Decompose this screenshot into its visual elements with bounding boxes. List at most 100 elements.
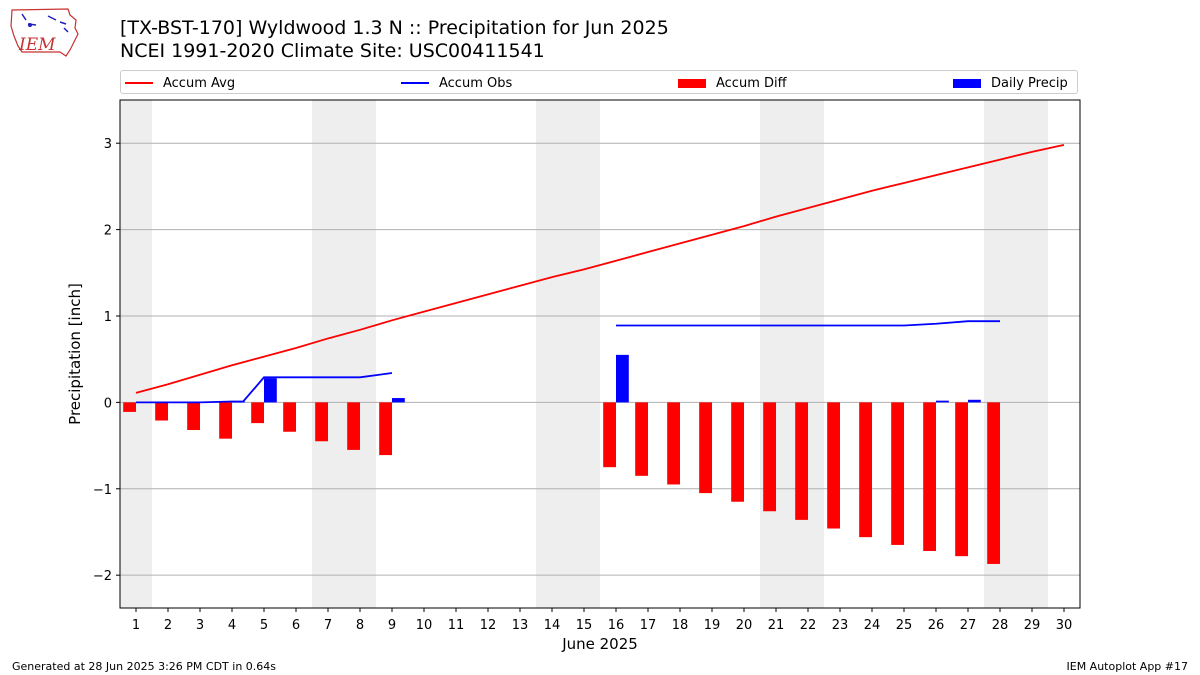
x-tick-label-2: 2 [164, 618, 172, 633]
legend-label-accum-avg: Accum Avg [163, 75, 236, 91]
generated-timestamp: Generated at 28 Jun 2025 3:26 PM CDT in … [12, 660, 277, 673]
x-tick-label-10: 10 [416, 618, 433, 633]
accum-diff-bar-day-27 [955, 402, 968, 557]
x-tick-label-19: 19 [704, 618, 721, 633]
accum-diff-bar-day-1 [123, 402, 136, 412]
x-tick-label-26: 26 [928, 618, 945, 633]
daily-precip-bar-day-16 [616, 354, 629, 403]
accum-diff-bar-day-4 [219, 402, 232, 439]
accum-diff-bar-day-3 [187, 402, 200, 431]
y-tick-label-2: 0 [104, 396, 112, 411]
x-tick-label-25: 25 [896, 618, 913, 633]
plot-frame [119, 99, 1081, 609]
chart-title: [TX-BST-170] Wyldwood 1.3 N :: Precipita… [120, 17, 669, 39]
y-tick-label-0: −2 [93, 569, 112, 584]
daily-precip-bar-day-9 [392, 398, 405, 403]
weekend-shade-day-22 [792, 100, 824, 608]
y-tick-label-4: 2 [104, 224, 112, 239]
x-tick-label-20: 20 [736, 618, 753, 633]
accum-diff-bar-day-5 [251, 402, 264, 424]
legend-label-accum-diff: Accum Diff [716, 75, 787, 91]
x-tick-label-16: 16 [608, 618, 625, 633]
y-tick-label-1: −1 [93, 483, 112, 498]
x-tick-label-12: 12 [480, 618, 497, 633]
x-tick-label-11: 11 [448, 618, 465, 633]
iowa-outline-icon [10, 8, 79, 57]
accum-diff-bars [123, 402, 1000, 564]
weekend-shade-day-7 [312, 100, 344, 608]
weekend-shade-day-8 [344, 100, 376, 608]
accum-diff-bar-day-20 [731, 402, 744, 502]
weekend-shading [120, 100, 1048, 608]
station-dot-icon [28, 23, 32, 27]
weekend-shade-day-1 [120, 100, 152, 608]
x-axis-label: June 2025 [561, 635, 638, 653]
legend-item-accum-obs: Accum Obs [401, 74, 512, 92]
iem-logo: IEM [10, 8, 79, 57]
accum-diff-bar-day-25 [891, 402, 904, 545]
legend-label-daily-precip: Daily Precip [991, 75, 1068, 91]
x-tick-label-4: 4 [228, 618, 236, 633]
legend-item-accum-avg: Accum Avg [125, 74, 235, 92]
x-axis: 1 2 3 4 5 6 7 8 9 10 11 12 13 14 15 16 17 18 19 20 21 22 23 24 2… [132, 608, 1072, 633]
x-tick-label-21: 21 [768, 618, 785, 633]
y-tick-label-3: 1 [104, 310, 112, 325]
x-tick-label-14: 14 [544, 618, 561, 633]
accum-diff-bar-day-2 [155, 402, 168, 421]
accum-diff-bar-day-9 [379, 402, 392, 456]
weather-symbols-icon [21, 13, 69, 33]
legend-swatch-daily-precip [953, 78, 981, 88]
weekend-shade-day-29 [1016, 100, 1048, 608]
y-gridlines [120, 142, 1080, 576]
x-tick-label-29: 29 [1024, 618, 1041, 633]
legend: Accum Avg Accum Obs Accum Diff Daily Pre… [120, 70, 1078, 94]
legend-swatch-accum-diff [678, 78, 706, 88]
chart-subtitle: NCEI 1991-2020 Climate Site: USC00411541 [120, 40, 545, 62]
app-credit: IEM Autoplot App #17 [1066, 660, 1189, 673]
x-tick-label-3: 3 [196, 618, 204, 633]
accum-diff-bar-day-26 [923, 402, 936, 551]
accum-avg-line [135, 144, 1065, 394]
accum-lines [135, 144, 1065, 404]
x-tick-label-22: 22 [800, 618, 817, 633]
accum-obs-line-segment-2 [616, 320, 1000, 327]
accum-diff-bar-day-23 [827, 402, 840, 529]
daily-precip-bar-day-26 [936, 400, 949, 403]
legend-label-accum-obs: Accum Obs [439, 75, 513, 91]
weekend-shade-day-14 [536, 100, 568, 608]
daily-precip-bar-day-27 [968, 399, 981, 403]
x-tick-label-18: 18 [672, 618, 689, 633]
accum-diff-bar-day-18 [667, 402, 680, 485]
x-tick-label-5: 5 [260, 618, 268, 633]
accum-diff-bar-day-17 [635, 402, 648, 476]
y-axis: −2 −1 0 1 2 3 [93, 137, 120, 584]
x-tick-label-9: 9 [388, 618, 396, 633]
x-tick-label-23: 23 [832, 618, 849, 633]
daily-precip-bar-day-5 [264, 378, 277, 403]
legend-swatch-accum-obs [401, 82, 429, 84]
accum-diff-bar-day-7 [315, 402, 328, 442]
accum-diff-bar-day-21 [763, 402, 776, 512]
x-tick-label-13: 13 [512, 618, 529, 633]
x-tick-label-7: 7 [324, 618, 332, 633]
x-tick-label-27: 27 [960, 618, 977, 633]
x-tick-label-8: 8 [356, 618, 364, 633]
legend-item-accum-diff: Accum Diff [678, 74, 787, 92]
x-tick-label-30: 30 [1056, 618, 1073, 633]
accum-diff-bar-day-6 [283, 402, 296, 432]
x-tick-label-17: 17 [640, 618, 657, 633]
accum-diff-bar-day-19 [699, 402, 712, 494]
accum-obs-line-segment-1 [136, 372, 393, 404]
logo-text: IEM [18, 35, 56, 55]
legend-swatch-accum-avg [125, 82, 153, 84]
accum-diff-bar-day-28 [987, 402, 1000, 564]
accum-diff-bar-day-22 [795, 402, 808, 520]
legend-item-daily-precip: Daily Precip [953, 74, 1068, 92]
x-tick-label-28: 28 [992, 618, 1009, 633]
x-tick-label-1: 1 [132, 618, 140, 633]
accum-diff-bar-day-16 [603, 402, 616, 468]
accum-diff-bar-day-8 [347, 402, 360, 450]
accum-diff-bar-day-24 [859, 402, 872, 538]
x-tick-label-6: 6 [292, 618, 300, 633]
